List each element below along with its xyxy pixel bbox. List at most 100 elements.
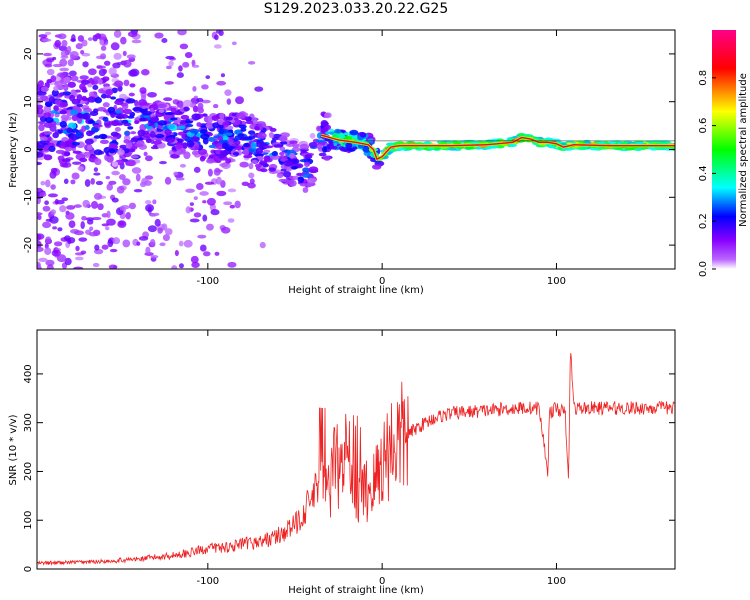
heatmap-cell	[103, 60, 111, 66]
heatmap-cell	[141, 130, 149, 135]
heatmap-cell	[243, 142, 250, 148]
heatmap-cell	[211, 115, 220, 121]
heatmap-cell	[216, 190, 227, 197]
heatmap-cell	[64, 140, 71, 148]
heatmap-cell	[108, 180, 117, 185]
heatmap-cell	[70, 75, 79, 82]
heatmap-cell	[257, 132, 267, 139]
heatmap-cell	[193, 95, 199, 100]
heatmap-cell	[193, 212, 202, 218]
heatmap-cell	[81, 52, 91, 57]
heatmap-cell	[193, 166, 201, 173]
heatmap-cell	[123, 139, 130, 144]
heatmap-cell	[213, 104, 219, 109]
heatmap-cell	[77, 165, 85, 172]
top-y-axis: -20 -10 0 10 20	[23, 48, 675, 253]
heatmap-cell	[136, 241, 141, 246]
heatmap-cell	[278, 178, 288, 182]
heatmap-cell	[139, 117, 147, 122]
heatmap-cell	[248, 162, 254, 170]
heatmap-cell	[186, 140, 195, 148]
heatmap-cell	[290, 158, 300, 165]
bottom-y-axis: 0 100 200 300 400	[23, 364, 675, 572]
heatmap-cell	[235, 96, 244, 105]
heatmap-cell	[81, 215, 87, 221]
heatmap-cell	[120, 36, 127, 45]
heatmap-cell	[165, 55, 175, 60]
heatmap-cell	[509, 143, 518, 147]
heatmap-cell	[173, 171, 179, 176]
heatmap-cell	[320, 121, 329, 126]
heatmap-cell	[128, 148, 136, 153]
heatmap-cell	[214, 34, 219, 41]
heatmap-cell	[81, 95, 87, 101]
heatmap-cell	[208, 144, 217, 149]
heatmap-cell	[88, 91, 95, 98]
heatmap-cell	[227, 218, 235, 223]
heatmap-cell	[147, 225, 157, 233]
heatmap-cell	[57, 86, 67, 90]
heatmap-cell	[114, 127, 121, 132]
heatmap-cell	[157, 120, 168, 126]
heatmap-cell	[37, 80, 44, 88]
heatmap-cell	[50, 209, 56, 215]
heatmap-cell	[291, 143, 300, 148]
heatmap-cell	[179, 163, 186, 168]
heatmap-cell	[64, 257, 72, 266]
heatmap-cell	[234, 200, 241, 209]
heatmap-cell	[197, 107, 204, 114]
heatmap-cell	[180, 114, 190, 120]
heatmap-cell	[105, 94, 112, 99]
heatmap-cell	[189, 202, 194, 206]
heatmap-cell	[297, 176, 305, 184]
heatmap-cell	[196, 183, 204, 191]
heatmap-cell	[164, 228, 173, 236]
heatmap-cell	[84, 152, 91, 159]
heatmap-cell	[123, 122, 132, 127]
heatmap-cell	[263, 155, 271, 162]
heatmap-cell	[268, 131, 275, 138]
heatmap-cell	[86, 219, 94, 225]
heatmap-cell	[150, 255, 159, 259]
heatmap-cell	[97, 78, 103, 85]
heatmap-cell	[166, 65, 172, 70]
top-y-tick-label: 20	[23, 48, 34, 61]
heatmap-cell	[299, 159, 309, 163]
heatmap-cell	[179, 151, 186, 155]
heatmap-cell	[76, 103, 84, 108]
heatmap-cell	[80, 221, 85, 230]
heatmap-cell	[189, 218, 200, 223]
heatmap-cell	[144, 199, 152, 205]
heatmap-cell	[69, 94, 76, 102]
heatmap-cell	[43, 131, 53, 135]
heatmap-cell	[285, 167, 292, 172]
heatmap-cell	[386, 142, 395, 146]
heatmap-cell	[201, 84, 209, 90]
heatmap-cell	[91, 216, 102, 221]
heatmap-cell	[229, 204, 236, 209]
heatmap-cell	[210, 209, 220, 216]
heatmap-cell	[208, 136, 216, 142]
heatmap-cell	[302, 167, 310, 173]
heatmap-cell	[173, 119, 181, 124]
heatmap-cell	[214, 251, 220, 256]
heatmap-cell	[175, 177, 185, 181]
heatmap-cell	[300, 149, 307, 154]
heatmap-cell	[96, 65, 103, 69]
heatmap-cell	[240, 127, 247, 132]
heatmap-cell	[102, 76, 110, 82]
heatmap-cell	[44, 117, 54, 124]
heatmap-cell	[79, 75, 89, 80]
heatmap-cell	[66, 205, 76, 210]
heatmap-cell	[199, 191, 209, 196]
heatmap-cell	[70, 38, 77, 42]
heatmap-cell	[39, 136, 48, 141]
heatmap-cell	[50, 167, 58, 173]
heatmap-cell	[62, 158, 71, 163]
heatmap-cell	[167, 124, 175, 130]
heatmap-cell	[77, 112, 84, 119]
heatmap-cell	[517, 132, 526, 137]
heatmap-cell	[157, 227, 163, 234]
heatmap-cell	[46, 68, 55, 76]
heatmap-cell	[260, 168, 268, 173]
